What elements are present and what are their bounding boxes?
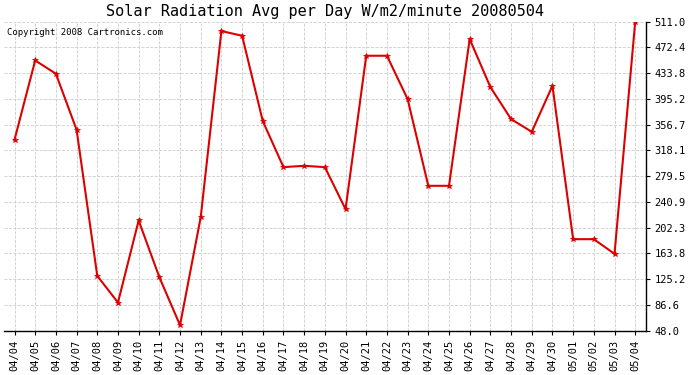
Text: Copyright 2008 Cartronics.com: Copyright 2008 Cartronics.com [8, 28, 164, 37]
Title: Solar Radiation Avg per Day W/m2/minute 20080504: Solar Radiation Avg per Day W/m2/minute … [106, 4, 544, 19]
